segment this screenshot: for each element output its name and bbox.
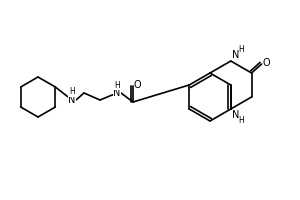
Text: H: H (69, 88, 75, 97)
Text: O: O (263, 58, 270, 68)
Text: N: N (232, 110, 239, 120)
Text: N: N (232, 50, 239, 60)
Text: N: N (68, 95, 76, 105)
Text: H: H (238, 45, 244, 54)
Text: H: H (114, 80, 120, 90)
Text: N: N (113, 88, 121, 98)
Text: H: H (238, 116, 244, 125)
Text: O: O (133, 80, 141, 90)
